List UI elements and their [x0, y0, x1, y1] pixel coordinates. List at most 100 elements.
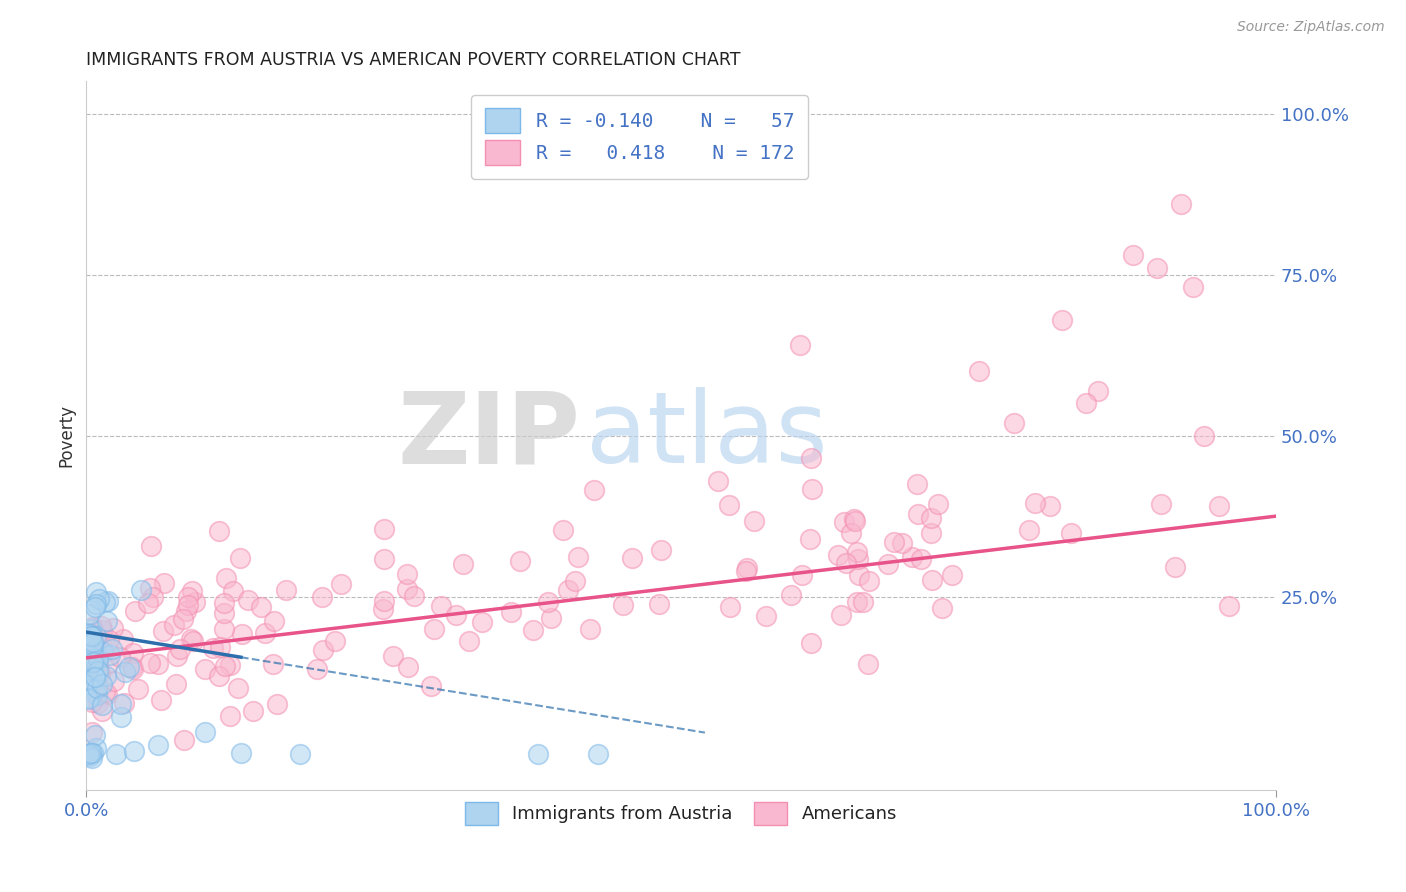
Point [79, 627, 101, 641]
Point [312, 643, 335, 657]
Point [1122, 248, 1144, 262]
Point [920, 526, 942, 541]
Point [86, 681, 108, 696]
Point [373, 594, 395, 608]
Point [103, 674, 125, 689]
Point [163, 618, 186, 632]
Point [101, 621, 124, 635]
Point [382, 649, 405, 664]
Point [800, 635, 823, 649]
Point [177, 598, 200, 612]
Point [82, 655, 104, 669]
Point [82, 665, 104, 679]
Point [174, 604, 197, 618]
Point [90, 638, 112, 652]
Point [1024, 496, 1046, 510]
Point [138, 581, 160, 595]
Point [527, 747, 550, 762]
Point [274, 582, 297, 597]
Point [396, 660, 419, 674]
Point [620, 551, 643, 566]
Point [305, 662, 328, 676]
Point [901, 549, 924, 564]
Point [124, 604, 146, 618]
Point [90, 677, 112, 691]
Point [1192, 428, 1215, 442]
Point [430, 599, 453, 613]
Point [567, 550, 589, 565]
Point [80, 629, 103, 643]
Point [212, 597, 235, 611]
Point [149, 693, 172, 707]
Point [82, 750, 104, 764]
Point [89, 591, 111, 606]
Point [121, 660, 143, 674]
Point [858, 574, 880, 588]
Point [83, 669, 105, 683]
Point [1146, 261, 1168, 276]
Point [579, 622, 602, 636]
Point [169, 642, 191, 657]
Point [110, 697, 132, 711]
Point [112, 696, 135, 710]
Point [110, 710, 132, 724]
Point [1074, 396, 1097, 410]
Point [910, 552, 932, 566]
Point [82, 627, 104, 641]
Text: atlas: atlas [586, 387, 828, 484]
Point [1060, 526, 1083, 541]
Point [93, 684, 115, 698]
Point [141, 540, 163, 554]
Point [848, 568, 870, 582]
Point [194, 662, 217, 676]
Point [208, 640, 231, 655]
Point [177, 590, 200, 604]
Point [91, 698, 114, 712]
Point [564, 574, 586, 589]
Point [586, 747, 609, 762]
Point [77, 747, 100, 762]
Point [90, 618, 112, 632]
Point [84, 629, 107, 643]
Point [790, 568, 813, 582]
Point [707, 474, 730, 488]
Point [509, 554, 531, 568]
Point [444, 607, 467, 622]
Text: ZIP: ZIP [396, 387, 581, 484]
Point [420, 679, 443, 693]
Point [325, 634, 347, 648]
Point [1208, 499, 1230, 513]
Point [262, 657, 284, 672]
Point [789, 338, 811, 352]
Point [1039, 500, 1062, 514]
Point [76, 646, 98, 660]
Point [212, 606, 235, 620]
Point [537, 595, 560, 609]
Point [90, 623, 112, 637]
Point [84, 728, 107, 742]
Point [90, 704, 112, 718]
Point [84, 585, 107, 599]
Point [423, 622, 446, 636]
Point [93, 595, 115, 609]
Point [97, 657, 120, 671]
Point [311, 590, 333, 604]
Point [118, 660, 141, 674]
Point [219, 709, 242, 723]
Point [717, 498, 740, 512]
Point [827, 549, 849, 563]
Point [941, 568, 963, 582]
Point [173, 733, 195, 747]
Point [373, 552, 395, 566]
Point [1170, 196, 1192, 211]
Point [166, 649, 188, 664]
Point [396, 582, 419, 596]
Point [373, 522, 395, 536]
Point [890, 536, 912, 550]
Point [84, 670, 107, 684]
Point [84, 741, 107, 756]
Point [83, 600, 105, 615]
Text: IMMIGRANTS FROM AUSTRIA VS AMERICAN POVERTY CORRELATION CHART: IMMIGRANTS FROM AUSTRIA VS AMERICAN POVE… [86, 51, 741, 69]
Point [883, 535, 905, 549]
Point [1087, 384, 1109, 398]
